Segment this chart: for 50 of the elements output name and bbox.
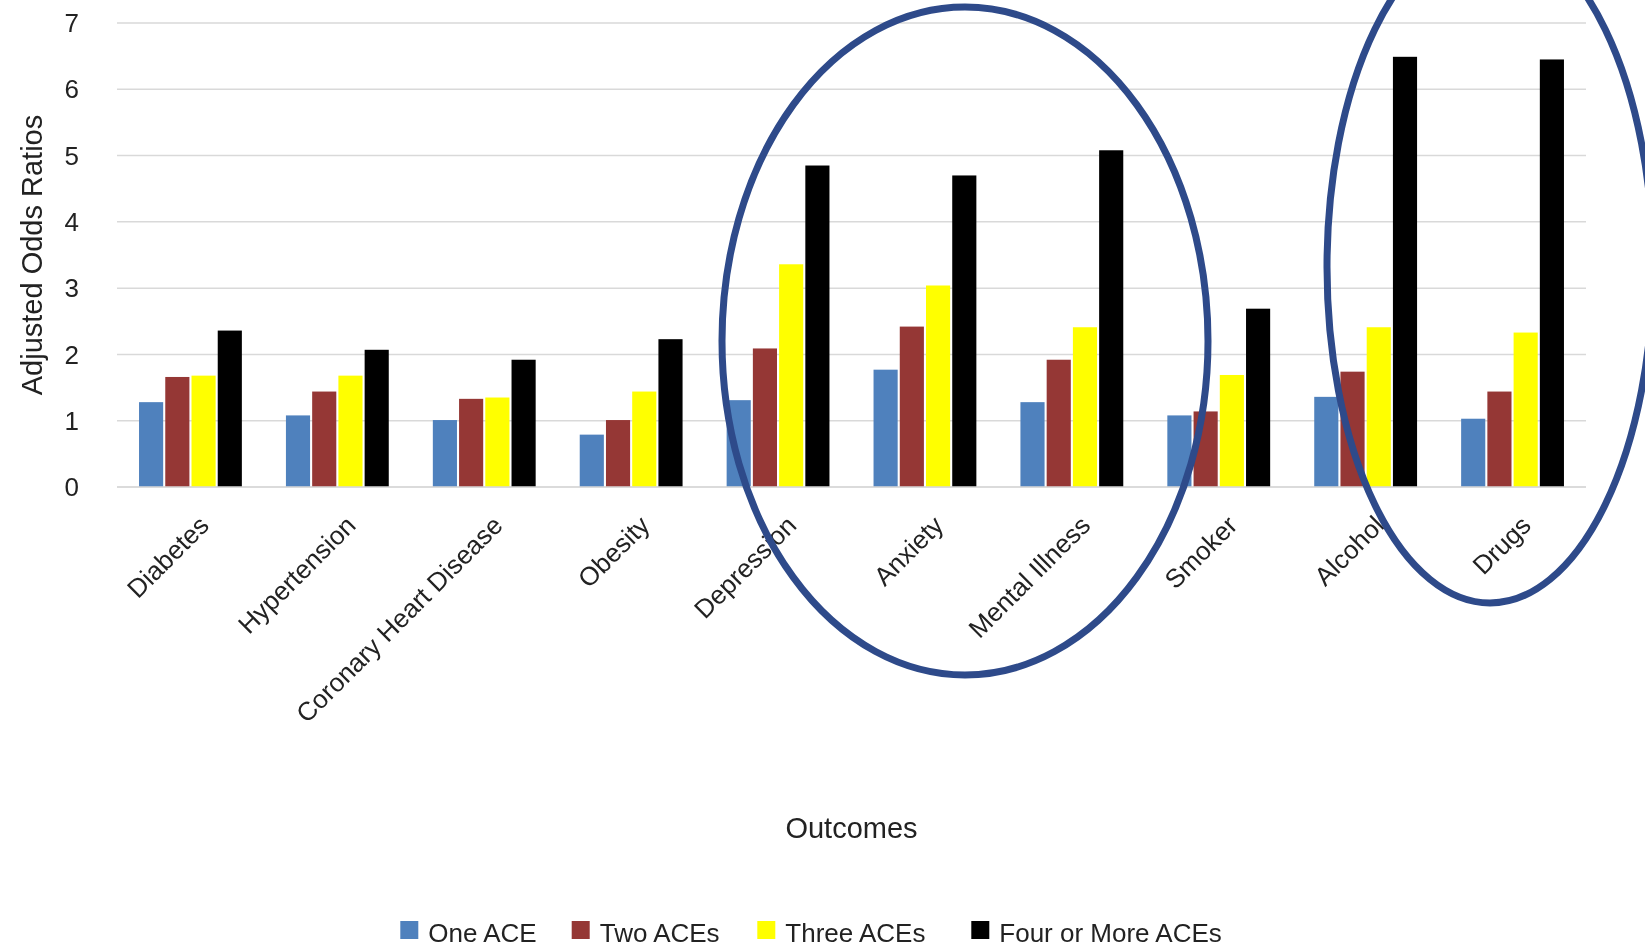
bar	[1020, 402, 1045, 487]
y-tick-label: 4	[64, 206, 79, 237]
y-tick-label: 3	[64, 273, 79, 304]
bar	[899, 326, 924, 487]
bar	[364, 349, 389, 487]
legend-label: Two ACEs	[599, 918, 720, 949]
legend-label: Four or More ACEs	[999, 918, 1222, 949]
bar	[1366, 327, 1391, 487]
bar	[1219, 374, 1244, 487]
bar	[1046, 359, 1071, 487]
bar	[139, 402, 164, 487]
bar	[217, 330, 242, 487]
y-tick-label: 7	[64, 8, 79, 39]
bar	[1487, 391, 1512, 487]
bar	[1099, 150, 1124, 487]
bar	[632, 391, 657, 487]
bar	[1461, 418, 1486, 487]
bar	[752, 348, 777, 487]
bar	[1513, 332, 1538, 487]
bar	[165, 376, 190, 487]
bar	[191, 375, 216, 487]
bar	[1392, 56, 1418, 487]
bar	[1314, 396, 1339, 487]
bar	[873, 369, 898, 487]
bar	[459, 398, 484, 487]
bar	[1072, 327, 1098, 487]
bar	[926, 285, 951, 487]
x-axis-title: Outcomes	[785, 812, 918, 844]
legend-label: One ACE	[428, 918, 537, 949]
bar	[779, 264, 804, 487]
bar	[432, 420, 457, 487]
y-tick-label: 6	[64, 74, 79, 105]
bar	[1539, 59, 1564, 487]
bar	[285, 415, 311, 487]
bar	[605, 420, 631, 487]
y-tick-label: 0	[64, 472, 79, 503]
y-axis-title: Adjusted Odds Ratios	[16, 114, 48, 396]
bar	[511, 359, 536, 487]
bar	[952, 175, 977, 487]
bar	[805, 165, 830, 487]
y-tick-label: 5	[64, 140, 79, 171]
bar	[485, 397, 510, 487]
y-tick-label: 2	[64, 339, 79, 370]
bar	[1246, 308, 1271, 487]
y-tick-label: 1	[64, 405, 79, 436]
bar	[312, 391, 337, 487]
bar	[579, 434, 604, 487]
legend-label: Three ACEs	[785, 918, 926, 949]
bar	[338, 375, 363, 487]
bar	[658, 339, 683, 487]
